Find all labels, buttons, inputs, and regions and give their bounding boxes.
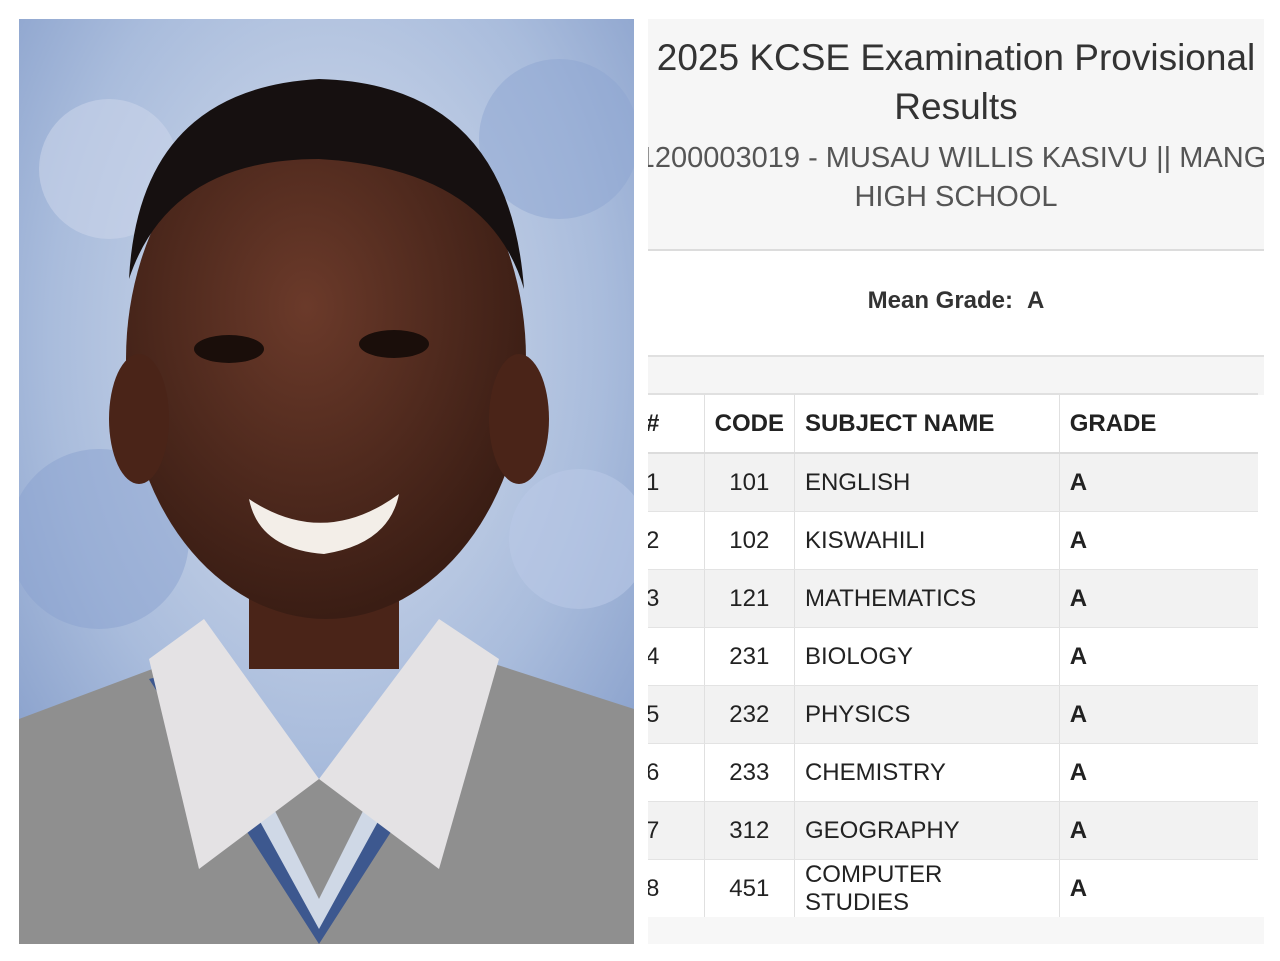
- row-number: 6: [648, 743, 705, 802]
- table-row: 6 233 CHEMISTRY A: [648, 743, 1258, 802]
- table-row: 7 312 GEOGRAPHY A: [648, 801, 1258, 860]
- column-header-number: #: [648, 393, 705, 454]
- row-number: 4: [648, 627, 705, 686]
- subject-grade: A: [1058, 801, 1258, 860]
- results-panel: 2025 KCSE Examination Provisional Result…: [648, 19, 1264, 944]
- table-row: 8 451 COMPUTER STUDIES A: [648, 859, 1258, 918]
- row-number: 7: [648, 801, 705, 860]
- subject-grade: A: [1058, 569, 1258, 628]
- row-number: 1: [648, 453, 705, 512]
- page-title: 2025 KCSE Examination Provisional Result…: [656, 37, 1256, 127]
- subject-code: 101: [703, 453, 795, 512]
- subject-code: 232: [703, 685, 795, 744]
- subject-grade: A: [1058, 743, 1258, 802]
- subject-name: ENGLISH: [793, 453, 1060, 512]
- table-row: 1 101 ENGLISH A: [648, 453, 1258, 512]
- subject-code: 231: [703, 627, 795, 686]
- subject-name: COMPUTER STUDIES: [793, 859, 1060, 918]
- subject-grade: A: [1058, 511, 1258, 570]
- mean-grade-value: A: [1027, 287, 1045, 314]
- subject-name: PHYSICS: [793, 685, 1060, 744]
- subject-grade: A: [1058, 685, 1258, 744]
- table-header-row: # CODE SUBJECT NAME GRADE: [648, 393, 1258, 454]
- subject-grade: A: [1058, 627, 1258, 686]
- subject-grade: A: [1058, 453, 1258, 512]
- subject-code: 121: [703, 569, 795, 628]
- subject-code: 312: [703, 801, 795, 860]
- subject-name: GEOGRAPHY: [793, 801, 1060, 860]
- column-header-grade: GRADE: [1058, 393, 1258, 454]
- subject-code: 102: [703, 511, 795, 570]
- table-row: 4 231 BIOLOGY A: [648, 627, 1258, 686]
- subject-name: KISWAHILI: [793, 511, 1060, 570]
- subject-code: 451: [703, 859, 795, 918]
- mean-grade-label: Mean Grade:: [867, 287, 1014, 314]
- subject-name: CHEMISTRY: [793, 743, 1060, 802]
- table-row: 2 102 KISWAHILI A: [648, 511, 1258, 570]
- mean-grade: Mean Grade: A: [648, 287, 1264, 315]
- row-number: 2: [648, 511, 705, 570]
- column-header-code: CODE: [703, 393, 795, 454]
- subject-name: MATHEMATICS: [793, 569, 1060, 628]
- row-number: 5: [648, 685, 705, 744]
- table-row: 3 121 MATHEMATICS A: [648, 569, 1258, 628]
- table-row: 5 232 PHYSICS A: [648, 685, 1258, 744]
- row-number: 3: [648, 569, 705, 628]
- candidate-info: 11200003019 - MUSAU WILLIS KASIVU || MAN…: [648, 142, 1264, 213]
- subject-grade: A: [1058, 859, 1258, 918]
- subject-code: 233: [703, 743, 795, 802]
- table-footer: [648, 917, 1264, 944]
- student-photo: [19, 19, 634, 944]
- subject-name: BIOLOGY: [793, 627, 1060, 686]
- portrait-image: [19, 19, 634, 944]
- results-table: # CODE SUBJECT NAME GRADE 1101ENGLISHA21…: [648, 393, 1258, 918]
- row-number: 8: [648, 859, 705, 918]
- divider-band: [648, 355, 1264, 395]
- column-header-subject: SUBJECT NAME: [793, 393, 1060, 454]
- results-header: 2025 KCSE Examination Provisional Result…: [648, 19, 1264, 251]
